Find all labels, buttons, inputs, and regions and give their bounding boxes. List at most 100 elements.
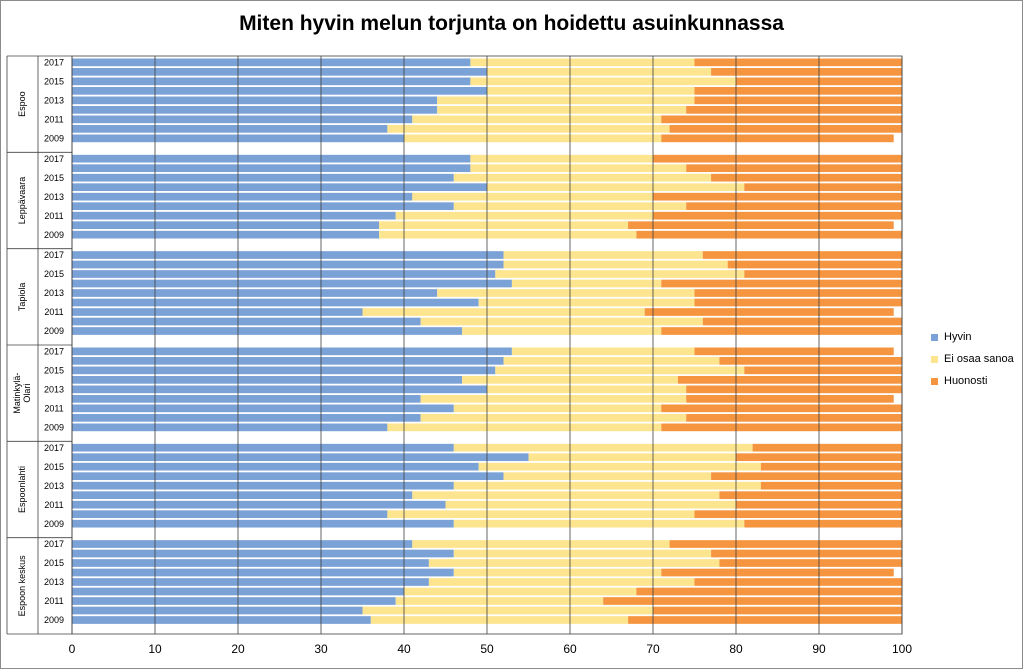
- year-label-leppävaara-2017: 2017: [44, 154, 64, 164]
- year-label-tapiola-2015: 2015: [44, 269, 64, 279]
- group-label-part: Olari: [22, 384, 32, 403]
- bar-espoonlahti-2017-huonosti: [752, 443, 902, 452]
- bar-espoonlahti-2014-hyvin: [72, 472, 504, 481]
- year-label-espoo-2015: 2015: [44, 77, 64, 87]
- bar-tapiola-2014-ei-osaa-sanoa: [511, 279, 662, 288]
- year-label-espoon-keskus-2011: 2011: [44, 596, 63, 606]
- bar-espoo-2017-hyvin: [72, 58, 471, 67]
- bar-matinkylä-olari-2017-hyvin: [72, 347, 512, 356]
- bar-leppävaara-2015-huonosti: [711, 173, 902, 182]
- bar-espoo-2015-ei-osaa-sanoa: [470, 77, 736, 86]
- bar-leppävaara-2014-huonosti: [744, 183, 902, 192]
- bar-matinkylä-olari-2014-hyvin: [72, 376, 463, 384]
- bar-tapiola-2013-huonosti: [694, 289, 902, 297]
- bar-matinkylä-olari-2012-hyvin: [72, 395, 421, 403]
- legend-item-ei-osaa-sanoa: Ei osaa sanoa: [931, 348, 1014, 370]
- bar-espoo-2017-ei-osaa-sanoa: [470, 58, 695, 67]
- bar-espoon-keskus-2016-ei-osaa-sanoa: [453, 549, 712, 558]
- x-tick-label-100: 100: [892, 642, 912, 656]
- year-label-espoonlahti-2013: 2013: [44, 481, 64, 491]
- bar-tapiola-2017-hyvin: [72, 251, 504, 259]
- year-label-espoon-keskus-2013: 2013: [44, 577, 64, 587]
- bar-leppävaara-2010-hyvin: [72, 221, 380, 230]
- bar-espoo-2009-ei-osaa-sanoa: [404, 134, 662, 143]
- bar-tapiola-2016-huonosti: [727, 260, 902, 269]
- bar-espoonlahti-2012-ei-osaa-sanoa: [412, 491, 720, 500]
- x-tick-label-90: 90: [812, 642, 826, 656]
- bar-matinkylä-olari-2015-hyvin: [72, 366, 496, 375]
- x-tick-label-60: 60: [563, 642, 577, 656]
- year-label-tapiola-2009: 2009: [44, 326, 64, 336]
- year-label-matinkylä-olari-2015: 2015: [44, 366, 64, 376]
- year-label-espoonlahti-2011: 2011: [44, 500, 63, 510]
- year-label-leppävaara-2009: 2009: [44, 230, 64, 240]
- year-label-matinkylä-olari-2013: 2013: [44, 385, 64, 395]
- x-tick-label-10: 10: [148, 642, 162, 656]
- bar-tapiola-2014-hyvin: [72, 279, 512, 288]
- bar-espoonlahti-2010-hyvin: [72, 510, 388, 519]
- bar-tapiola-2014-huonosti: [661, 279, 902, 288]
- bar-leppävaara-2014-hyvin: [72, 183, 487, 192]
- group-label-leppävaara: Leppävaara: [17, 177, 27, 225]
- bar-espoonlahti-2010-ei-osaa-sanoa: [387, 510, 695, 519]
- bar-tapiola-2012-hyvin: [72, 298, 479, 307]
- x-tick-label-40: 40: [397, 642, 411, 656]
- bar-espoo-2014-hyvin: [72, 87, 487, 95]
- bar-espoo-2016-hyvin: [72, 68, 487, 76]
- bar-tapiola-2010-hyvin: [72, 317, 421, 326]
- x-tick-label-80: 80: [729, 642, 743, 656]
- bar-espoo-2015-hyvin: [72, 77, 471, 86]
- x-tick-label-0: 0: [69, 642, 76, 656]
- bar-espoonlahti-2009-ei-osaa-sanoa: [453, 519, 745, 528]
- bar-tapiola-2010-ei-osaa-sanoa: [420, 317, 703, 326]
- legend-swatch-huonosti: [931, 377, 938, 385]
- bar-leppävaara-2010-ei-osaa-sanoa: [379, 221, 629, 230]
- bar-leppävaara-2017-ei-osaa-sanoa: [470, 154, 653, 163]
- bar-espoon-keskus-2016-hyvin: [72, 549, 454, 558]
- bar-leppävaara-2017-hyvin: [72, 154, 471, 163]
- bar-espoo-2013-hyvin: [72, 96, 438, 105]
- bar-tapiola-2011-hyvin: [72, 308, 363, 316]
- bar-leppävaara-2014-ei-osaa-sanoa: [487, 183, 745, 192]
- bar-espoonlahti-2009-huonosti: [744, 519, 902, 528]
- bar-espoonlahti-2017-hyvin: [72, 443, 454, 452]
- bar-leppävaara-2009-ei-osaa-sanoa: [379, 230, 637, 239]
- year-label-matinkylä-olari-2009: 2009: [44, 423, 64, 433]
- bar-matinkylä-olari-2015-ei-osaa-sanoa: [495, 366, 745, 375]
- bar-leppävaara-2012-hyvin: [72, 202, 454, 211]
- bar-matinkylä-olari-2013-ei-osaa-sanoa: [487, 385, 687, 394]
- year-label-tapiola-2011: 2011: [44, 307, 63, 317]
- bar-espoon-keskus-2015-hyvin: [72, 559, 429, 567]
- bar-espoo-2012-ei-osaa-sanoa: [437, 106, 687, 114]
- bar-espoo-2012-huonosti: [686, 106, 902, 114]
- legend-swatch-ei-osaa-sanoa: [931, 355, 938, 363]
- group-label-matinkylä-olari: Matinkylä-Olari: [12, 373, 32, 414]
- bar-espoonlahti-2012-huonosti: [719, 491, 902, 500]
- bar-leppävaara-2009-huonosti: [636, 230, 902, 239]
- bar-matinkylä-olari-2009-huonosti: [661, 423, 902, 432]
- group-label-espoonlahti: Espoonlahti: [17, 466, 27, 513]
- year-label-espoo-2017: 2017: [44, 58, 64, 68]
- group-label-espoon-keskus: Espoon keskus: [17, 555, 27, 617]
- bar-espoonlahti-2013-huonosti: [760, 481, 902, 490]
- bar-leppävaara-2016-hyvin: [72, 164, 471, 173]
- bar-leppävaara-2013-ei-osaa-sanoa: [412, 192, 653, 201]
- bar-espoonlahti-2016-ei-osaa-sanoa: [528, 453, 736, 462]
- bar-espoon-keskus-2017-huonosti: [669, 540, 902, 548]
- year-label-espoo-2009: 2009: [44, 134, 64, 144]
- legend-label-ei-osaa-sanoa: Ei osaa sanoa: [944, 353, 1014, 365]
- year-label-matinkylä-olari-2017: 2017: [44, 347, 64, 357]
- x-tick-label-50: 50: [480, 642, 494, 656]
- bar-matinkylä-olari-2013-huonosti: [686, 385, 902, 394]
- legend-label-huonosti: Huonosti: [944, 375, 988, 387]
- bar-espoo-2009-huonosti: [661, 134, 894, 143]
- bar-matinkylä-olari-2017-ei-osaa-sanoa: [511, 347, 695, 356]
- bar-espoon-keskus-2009-ei-osaa-sanoa: [370, 616, 629, 624]
- bar-matinkylä-olari-2016-huonosti: [719, 357, 902, 365]
- bar-tapiola-2013-ei-osaa-sanoa: [437, 289, 695, 297]
- year-label-espoo-2013: 2013: [44, 96, 64, 106]
- bar-leppävaara-2011-ei-osaa-sanoa: [395, 211, 653, 220]
- bar-leppävaara-2009-hyvin: [72, 230, 380, 239]
- year-label-tapiola-2013: 2013: [44, 288, 64, 298]
